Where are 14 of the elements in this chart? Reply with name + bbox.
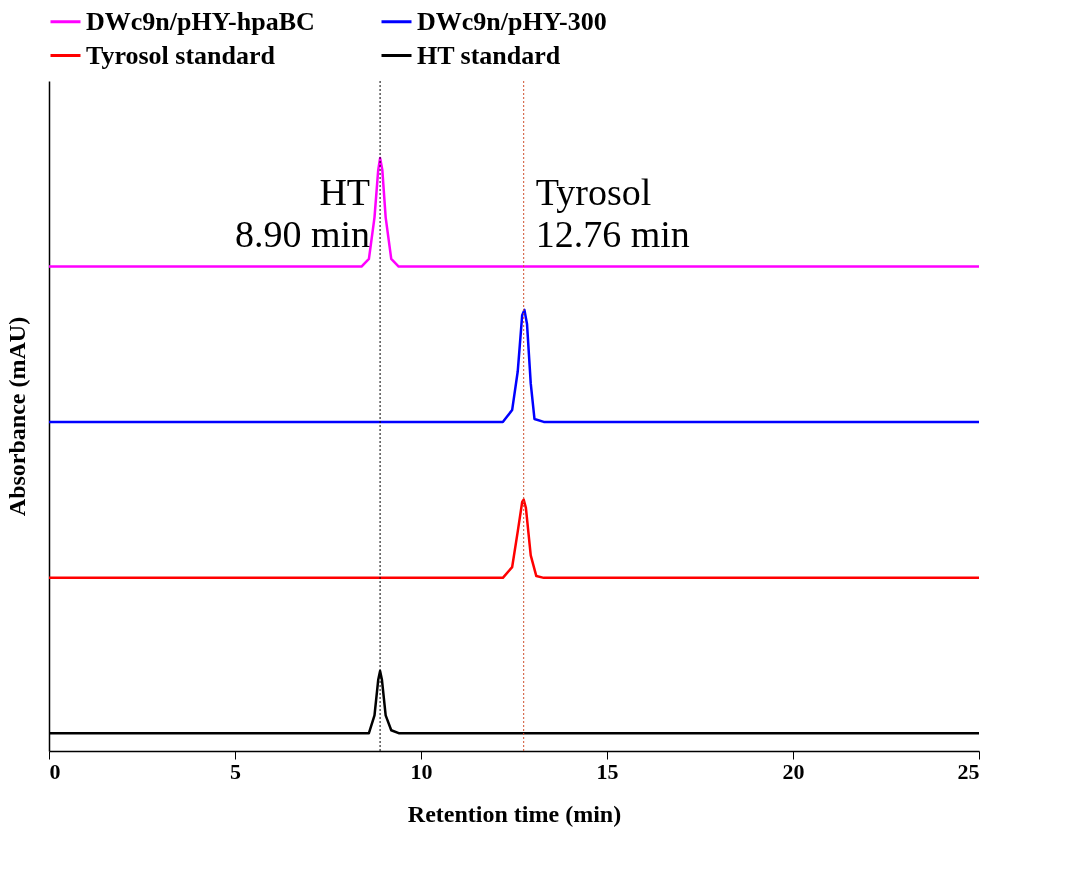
y-axis-title: Absorbance (mAU) [3, 316, 30, 517]
legend-label: DWc9n/pHY-300 [417, 6, 607, 36]
x-tick-label: 15 [596, 758, 619, 784]
legend-label: HT standard [417, 40, 561, 70]
annotation: HT 8.90 min [234, 170, 371, 255]
annotation: Tyrosol 12.76 min [535, 170, 690, 255]
x-tick-label: 0 [49, 758, 61, 784]
legend-label: DWc9n/pHY-hpaBC [86, 6, 315, 36]
x-axis-title: Retention time (min) [407, 800, 622, 827]
x-tick-label: 5 [230, 758, 241, 784]
legend-label: Tyrosol standard [86, 40, 276, 70]
x-tick-label: 25 [957, 758, 980, 784]
x-tick-label: 20 [782, 758, 805, 784]
x-tick-label: 10 [410, 758, 433, 784]
